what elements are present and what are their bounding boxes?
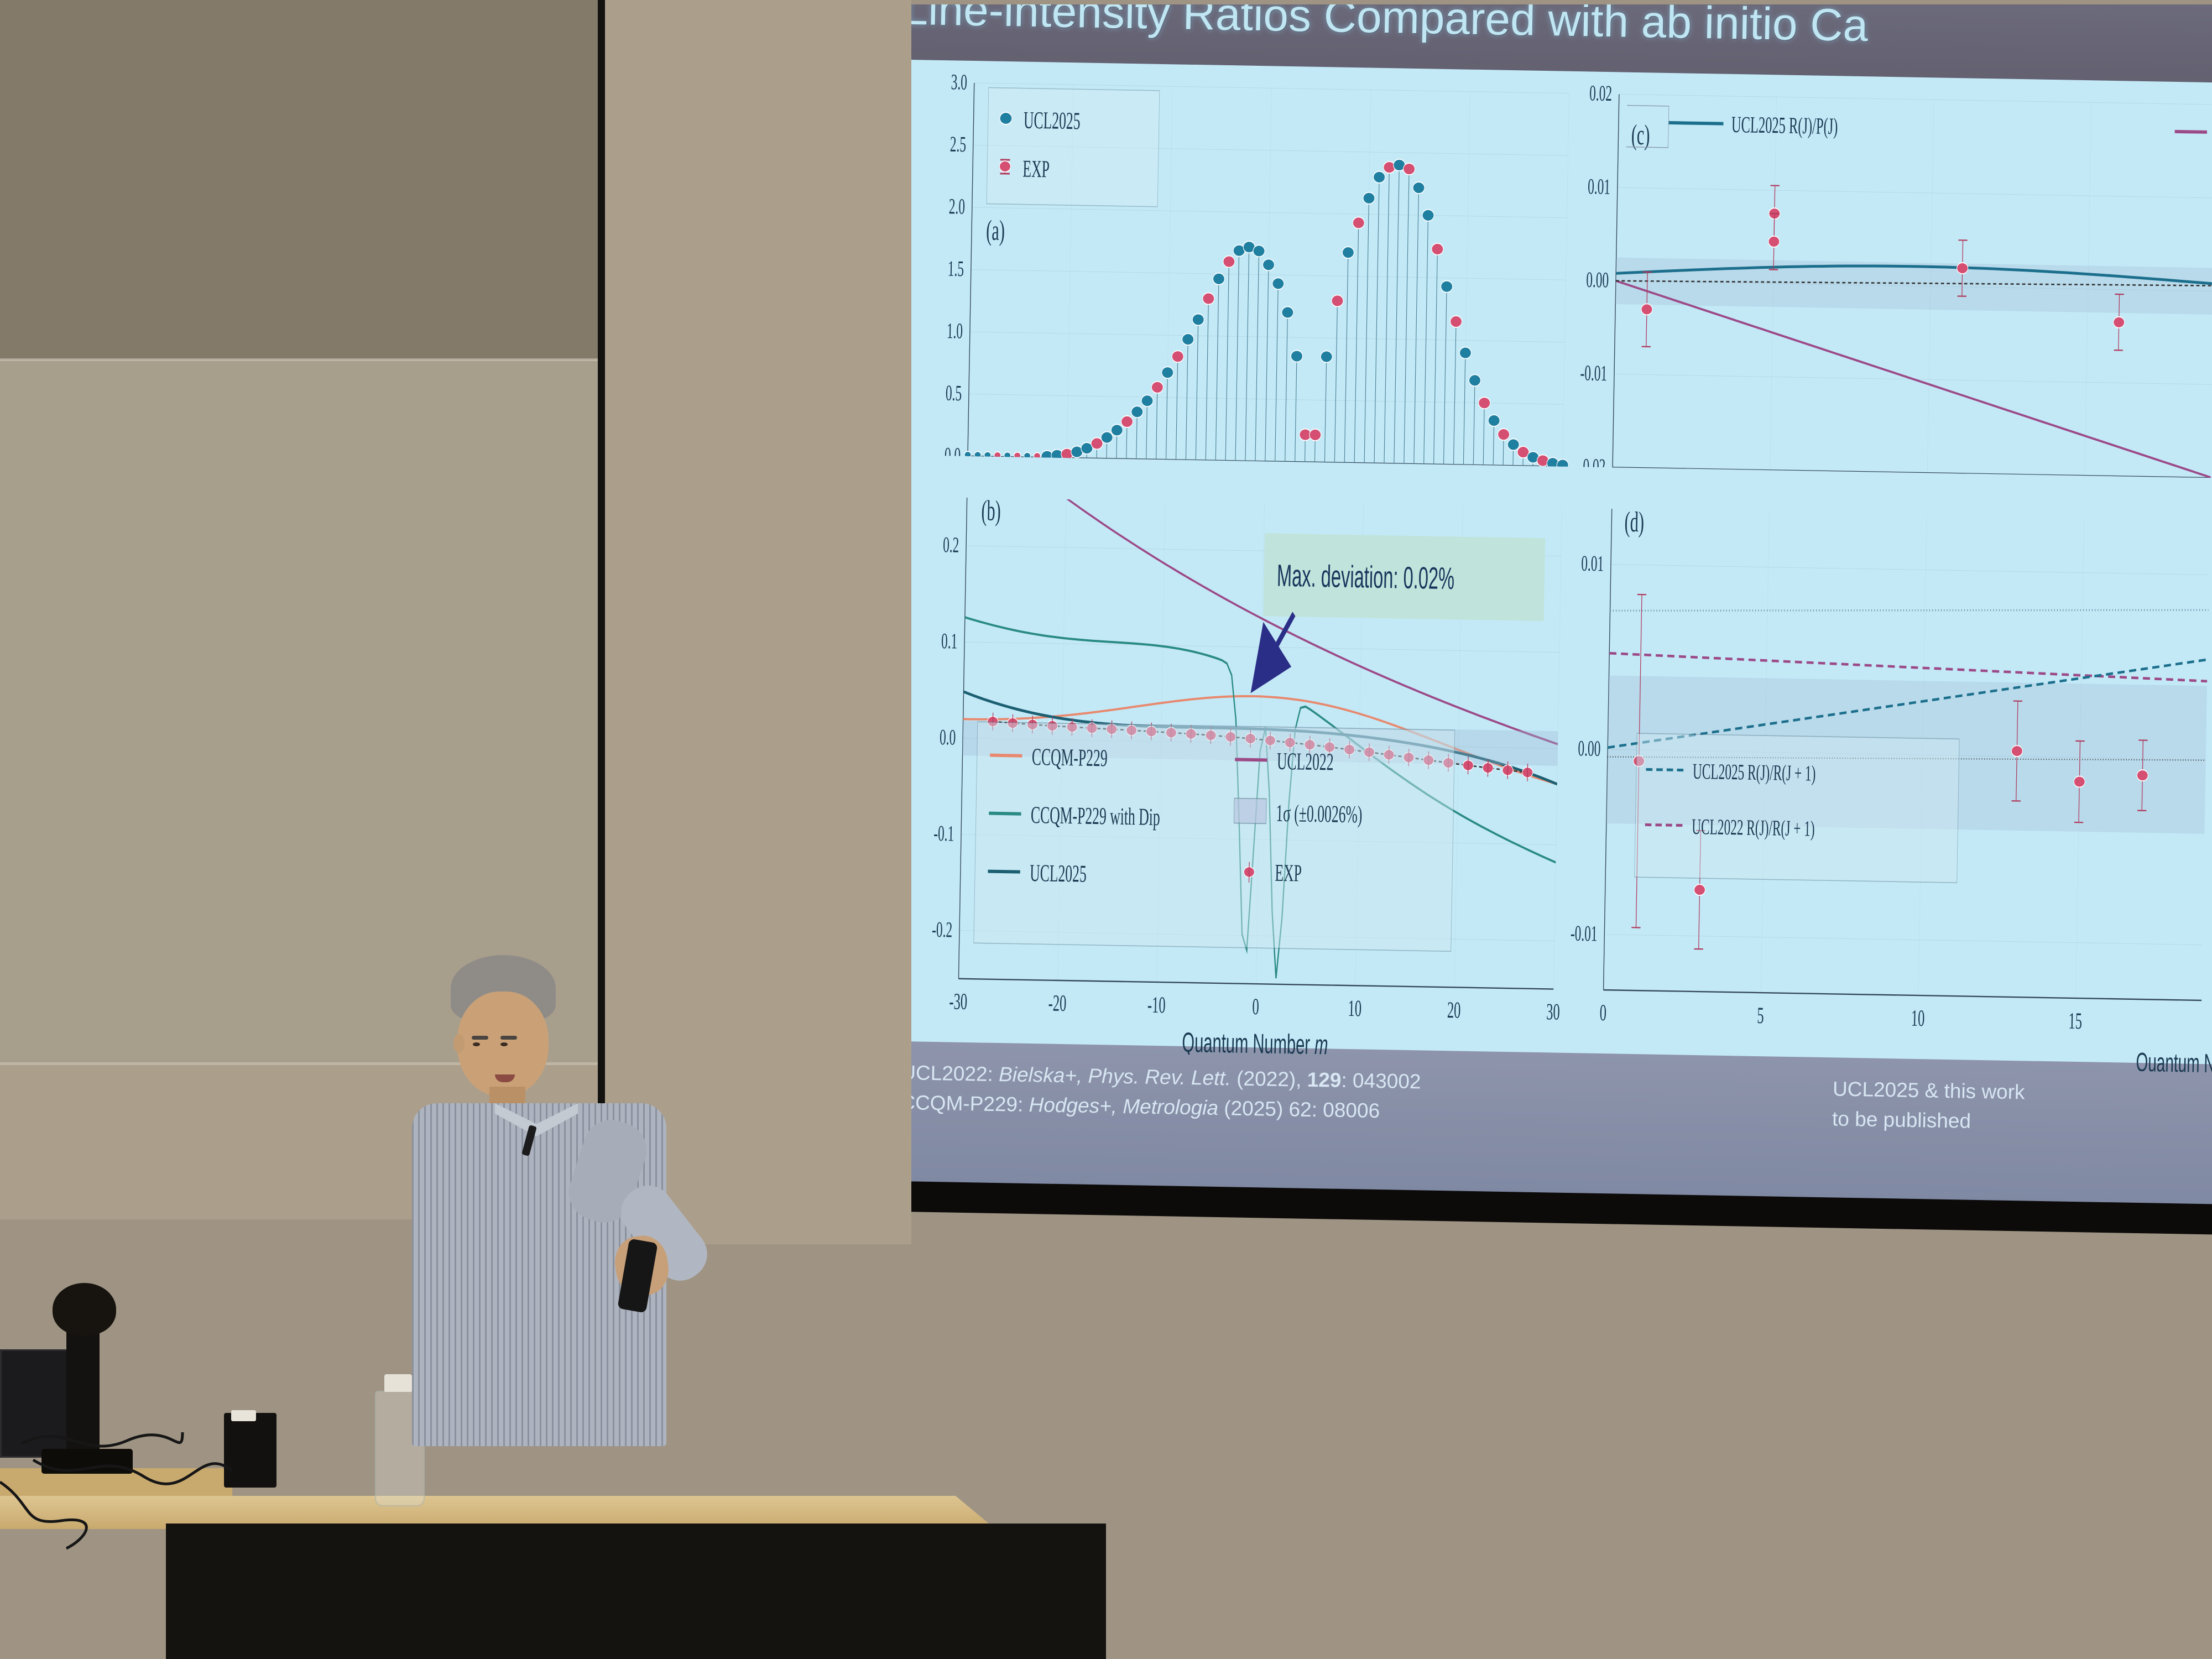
svg-text:0.00: 0.00 bbox=[1578, 737, 1601, 761]
svg-text:-10: -10 bbox=[1147, 992, 1166, 1018]
svg-text:0.2: 0.2 bbox=[943, 533, 959, 557]
svg-text:-20: -20 bbox=[1048, 990, 1066, 1016]
svg-text:CCQM-P229 with Dip: CCQM-P229 with Dip bbox=[1031, 801, 1161, 831]
svg-text:0.00: 0.00 bbox=[1586, 268, 1609, 293]
svg-text:10: 10 bbox=[1348, 995, 1361, 1021]
svg-text:-0.01: -0.01 bbox=[1580, 361, 1607, 386]
svg-text:10: 10 bbox=[1911, 1005, 1924, 1031]
svg-text:2.5: 2.5 bbox=[950, 133, 966, 157]
svg-text:0: 0 bbox=[1599, 1000, 1606, 1026]
svg-text:-0.02: -0.02 bbox=[1578, 455, 1605, 479]
svg-text:2.0: 2.0 bbox=[948, 195, 965, 219]
svg-text:Quantum Numb: Quantum Numb bbox=[2136, 1047, 2212, 1072]
svg-text:UCL2025: UCL2025 bbox=[1024, 106, 1081, 134]
svg-text:UCL2022: UCL2022 bbox=[1277, 748, 1334, 776]
svg-text:Max. deviation: 0.02%: Max. deviation: 0.02% bbox=[1276, 559, 1454, 596]
svg-text:0.5: 0.5 bbox=[946, 381, 962, 405]
svg-text:-0.1: -0.1 bbox=[933, 822, 954, 847]
svg-text:20: 20 bbox=[1447, 998, 1461, 1024]
svg-text:0.0: 0.0 bbox=[940, 726, 956, 750]
svg-text:15: 15 bbox=[2068, 1008, 2082, 1034]
svg-text:5: 5 bbox=[1757, 1003, 1764, 1029]
svg-text:EXP: EXP bbox=[1022, 155, 1050, 182]
svg-text:(c): (c) bbox=[1631, 119, 1650, 152]
svg-text:0.1: 0.1 bbox=[941, 629, 958, 654]
svg-text:1σ (±0.0026%): 1σ (±0.0026%) bbox=[1276, 800, 1363, 828]
svg-text:CCQM-P229: CCQM-P229 bbox=[1031, 743, 1108, 771]
svg-text:0: 0 bbox=[1252, 994, 1259, 1020]
svg-text:UCL2025 R(J)/R(J + 1): UCL2025 R(J)/R(J + 1) bbox=[1693, 760, 1816, 786]
svg-text:1.5: 1.5 bbox=[947, 257, 964, 281]
svg-text:0.01: 0.01 bbox=[1581, 551, 1604, 576]
svg-text:UCL2022 R(J)/R(J + 1): UCL2022 R(J)/R(J + 1) bbox=[1692, 815, 1815, 842]
svg-text:EXP: EXP bbox=[1275, 859, 1302, 887]
svg-text:UCL2025 R(J)/P(J): UCL2025 R(J)/P(J) bbox=[1731, 112, 1838, 139]
svg-text:3.0: 3.0 bbox=[951, 70, 967, 95]
svg-text:UCL2025: UCL2025 bbox=[1030, 859, 1087, 888]
svg-text:(d): (d) bbox=[1624, 506, 1644, 538]
svg-text:0.02: 0.02 bbox=[1589, 81, 1613, 106]
svg-text:(a): (a) bbox=[986, 215, 1005, 247]
svg-text:0.01: 0.01 bbox=[1588, 175, 1611, 200]
svg-text:30: 30 bbox=[1546, 999, 1560, 1025]
svg-text:-0.01: -0.01 bbox=[1571, 921, 1598, 946]
svg-text:1.0: 1.0 bbox=[947, 319, 963, 343]
svg-text:(b): (b) bbox=[981, 495, 1001, 527]
svg-text:-0.2: -0.2 bbox=[932, 918, 953, 943]
svg-text:0.0: 0.0 bbox=[945, 444, 961, 468]
svg-text:-30: -30 bbox=[949, 989, 967, 1015]
